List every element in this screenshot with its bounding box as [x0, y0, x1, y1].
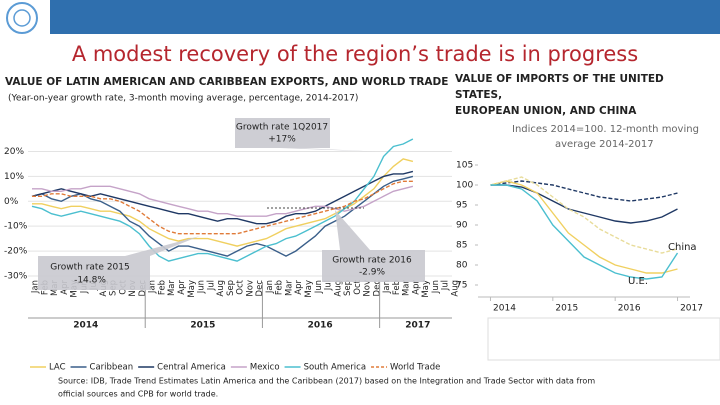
series-line [32, 158, 414, 247]
x-tick-label: Jan [148, 280, 158, 294]
series-line [32, 180, 413, 235]
x-tick-label: Feb [392, 280, 402, 295]
source: Source: IDB, Trade Trend Estimates Latin… [58, 377, 595, 386]
legend-label: Mexico [250, 363, 280, 373]
chart-subtitle: average 2014-2017 [555, 139, 654, 150]
x-tick-label: May [421, 280, 431, 298]
series-line [490, 184, 679, 280]
x-tick-label: Jul [206, 280, 216, 291]
legend-label: LAC [49, 363, 66, 373]
x-tick-label: Nov [245, 280, 255, 297]
legend-label: Caribbean [90, 363, 134, 373]
y-tick-label: 105 [456, 161, 473, 171]
y-tick-label: 90 [456, 221, 468, 231]
header-bar [50, 0, 720, 34]
y-tick-label: -10% [4, 222, 28, 232]
x-tick-label: Mar [284, 280, 294, 297]
x-tick-label: Apr [177, 280, 187, 295]
x-tick-label: Jun [431, 280, 441, 294]
y-tick-label: 100 [456, 181, 473, 191]
y-tick-label: 80 [456, 261, 468, 271]
y-tick-label: 85 [456, 241, 467, 251]
annotation: -14.8% [74, 276, 106, 286]
series-line [490, 176, 678, 254]
year-label: 2016 [308, 321, 333, 331]
logo [13, 9, 31, 27]
year-label: 2017 [405, 321, 430, 331]
annotation: +17% [268, 135, 296, 145]
chart-subtitle: Indices 2014=100. 12-month moving [512, 124, 699, 135]
chart-title: EUROPEAN UNION, AND CHINA [455, 105, 637, 117]
chart-subtitle: (Year-on-year growth rate, 3-month movin… [8, 94, 358, 104]
x-tick-label: May [187, 280, 197, 298]
legend-label: Central America [157, 363, 226, 373]
x-tick-label: Jan [31, 280, 41, 294]
series-line [490, 184, 678, 224]
callout [235, 118, 385, 152]
x-tick-label: Aug [333, 280, 343, 297]
annotation: -2.9% [359, 268, 386, 278]
x-tick-label: Jul [441, 280, 451, 291]
callout [322, 210, 425, 282]
x-tick-label: Sep [226, 280, 236, 296]
x-tick-label: Feb [275, 280, 285, 295]
x-tick-label: 2016 [618, 304, 641, 314]
x-tick-label: Mar [167, 280, 177, 297]
annotation: Growth rate 2015 [50, 263, 129, 273]
x-tick-label: Nov [363, 280, 373, 297]
series-line [32, 185, 414, 217]
x-tick-label: Apr [411, 280, 421, 295]
chart-title: VALUE OF LATIN AMERICAN AND CARIBBEAN EX… [5, 76, 448, 88]
legend-label: South America [304, 363, 366, 373]
x-tick-label: Jun [314, 280, 324, 294]
series-line [490, 180, 678, 274]
series-line [31, 138, 414, 262]
x-tick-label: Apr [294, 280, 304, 295]
chart-title: STATES, [455, 89, 502, 101]
y-tick-label: 0% [4, 197, 19, 207]
x-tick-label: Jul [324, 280, 334, 291]
x-tick-label: Jan [265, 280, 275, 294]
series-line [31, 170, 414, 225]
source: official sources and CPB for world trade… [58, 390, 218, 399]
year-label: 2014 [73, 321, 98, 331]
callout [38, 236, 200, 290]
x-tick-label: Dec [255, 280, 265, 297]
y-tick-label: -20% [4, 247, 28, 257]
x-tick-label: 2017 [680, 304, 703, 314]
x-tick-label: Oct [353, 279, 363, 294]
x-tick-label: Oct [236, 279, 246, 294]
x-tick-label: Aug [451, 280, 461, 297]
series-line [490, 180, 678, 202]
legend-label: World Trade [390, 363, 440, 373]
annotation: China [668, 242, 697, 253]
annotation: Growth rate 2016 [332, 256, 412, 266]
annotation: Growth rate 1Q2017 [236, 123, 328, 133]
x-tick-label: Aug [216, 280, 226, 297]
y-tick-label: 75 [456, 281, 467, 291]
x-tick-label: Jan [382, 280, 392, 294]
x-tick-label: Feb [157, 280, 167, 295]
x-tick-label: 2014 [493, 304, 516, 314]
x-tick-label: Dec [372, 280, 382, 297]
x-tick-label: Jun [197, 280, 207, 294]
y-tick-label: 20% [4, 147, 24, 157]
y-tick-label: 95 [456, 201, 467, 211]
legend-box [487, 317, 720, 361]
logo [6, 2, 38, 34]
x-tick-label: May [304, 280, 314, 298]
y-tick-label: -30% [4, 272, 28, 282]
annotation: U.E. [628, 276, 648, 287]
y-tick-label: 10% [4, 172, 24, 182]
x-tick-label: Sep [343, 280, 353, 296]
chart-title: VALUE OF IMPORTS OF THE UNITED [455, 73, 664, 85]
x-tick-label: 2015 [555, 304, 578, 314]
x-tick-label: Mar [402, 280, 412, 297]
series-line [31, 175, 414, 257]
slide-title: A modest recovery of the region’s trade … [72, 42, 638, 66]
year-label: 2015 [190, 321, 215, 331]
